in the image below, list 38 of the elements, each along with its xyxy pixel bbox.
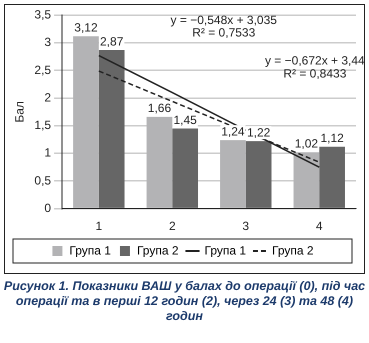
bar — [319, 146, 345, 208]
y-tick-label: 0,5 — [34, 173, 52, 188]
y-axis-title: Бал — [12, 101, 27, 123]
bar — [172, 128, 198, 208]
legend-label: Група 2 — [272, 243, 314, 258]
annotation: y = −0,672x + 3,44 — [264, 54, 366, 68]
legend-label: Група 2 — [136, 243, 179, 258]
bar — [73, 36, 99, 208]
y-tick-label: 3,5 — [34, 8, 52, 22]
bar — [294, 152, 320, 208]
bar — [98, 50, 125, 208]
y-tick-label: 2 — [44, 90, 52, 104]
data-label: 1,24 — [221, 124, 245, 138]
data-label: 3,12 — [74, 20, 98, 35]
y-tick-label: 1,5 — [34, 118, 52, 132]
legend-label: Група 1 — [204, 243, 246, 258]
data-label: 1,45 — [173, 112, 198, 127]
text: Рисунок 1. Показники ВАШ у балах до операції (0), під час операції та в перші 12 годин (2), через 24 (3) та 48 (4) годин — [2, 279, 366, 324]
data-label: 1,22 — [246, 126, 271, 140]
data-label: 1,02 — [294, 136, 318, 151]
x-tick-label: 2 — [168, 219, 176, 234]
y-tick-label: 1 — [44, 146, 52, 160]
y-tick-label: 3 — [44, 35, 52, 50]
y-tick-label: 0 — [44, 200, 52, 215]
x-tick-label: 3 — [242, 219, 250, 234]
x-tick-label: 4 — [316, 219, 323, 234]
bar — [220, 140, 246, 208]
data-label: 1,12 — [320, 131, 344, 146]
y-tick-label: 2,5 — [34, 62, 52, 77]
x-tick-label: 1 — [95, 219, 102, 234]
data-label: 2,87 — [100, 34, 124, 48]
data-label: 1,66 — [148, 101, 172, 116]
bar — [146, 116, 172, 208]
annotation: R² = 0,7533 — [192, 26, 256, 40]
legend-label: Група 1 — [69, 243, 112, 258]
annotation: y = −0,548x + 3,035 — [170, 13, 278, 28]
bar — [246, 141, 272, 208]
annotation: R² = 0,8433 — [283, 66, 347, 80]
